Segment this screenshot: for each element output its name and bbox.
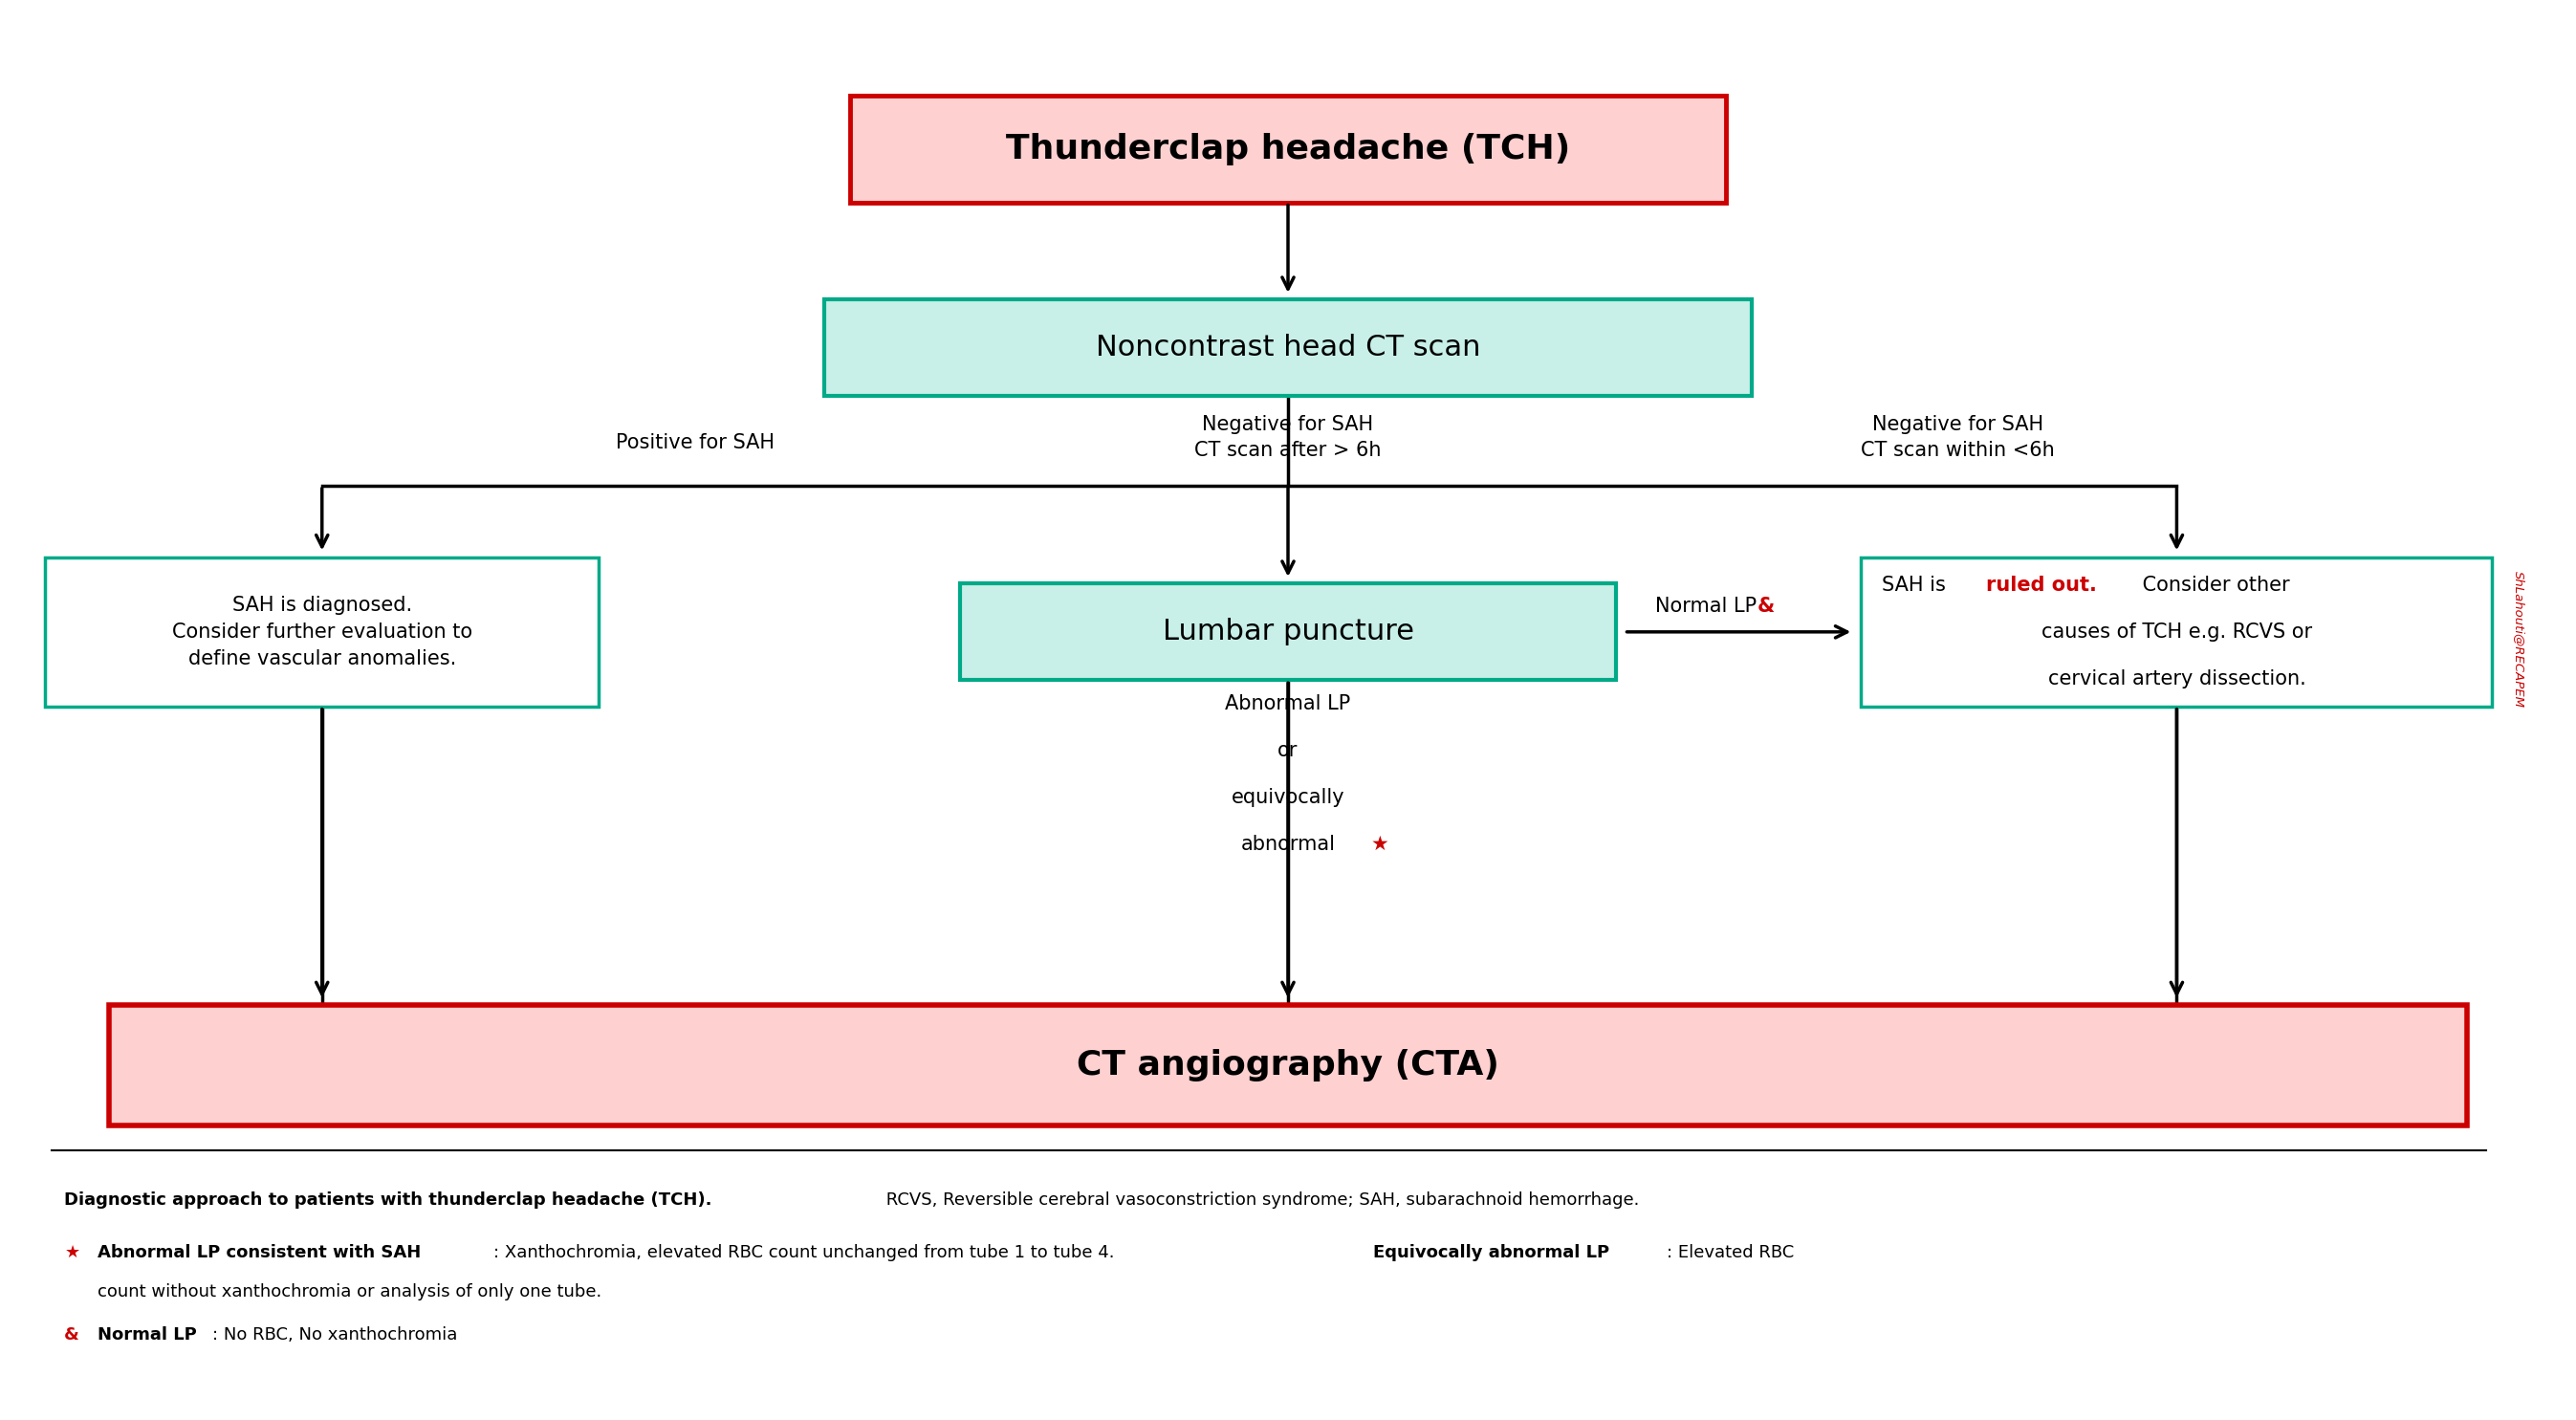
Text: &: &	[64, 1326, 80, 1343]
Text: ★: ★	[64, 1244, 80, 1261]
Text: Abnormal LP: Abnormal LP	[1226, 694, 1350, 713]
FancyBboxPatch shape	[850, 95, 1726, 202]
Text: SAH is diagnosed.
Consider further evaluation to
define vascular anomalies.: SAH is diagnosed. Consider further evalu…	[173, 595, 471, 669]
Text: Equivocally abnormal LP: Equivocally abnormal LP	[1373, 1244, 1610, 1261]
FancyBboxPatch shape	[958, 584, 1618, 680]
Text: equivocally: equivocally	[1231, 788, 1345, 807]
Text: &: &	[1757, 596, 1775, 616]
FancyBboxPatch shape	[108, 1005, 2468, 1125]
Text: cervical artery dissection.: cervical artery dissection.	[2048, 669, 2306, 689]
Text: Negative for SAH
CT scan after > 6h: Negative for SAH CT scan after > 6h	[1195, 415, 1381, 460]
Text: Consider other: Consider other	[2136, 575, 2290, 595]
FancyBboxPatch shape	[1860, 557, 2491, 706]
Text: Noncontrast head CT scan: Noncontrast head CT scan	[1095, 334, 1481, 362]
Text: RCVS, Reversible cerebral vasoconstriction syndrome; SAH, subarachnoid hemorrhag: RCVS, Reversible cerebral vasoconstricti…	[881, 1191, 1638, 1208]
FancyBboxPatch shape	[824, 300, 1752, 396]
FancyBboxPatch shape	[46, 557, 598, 706]
Text: or: or	[1278, 741, 1298, 760]
Text: SAH is: SAH is	[1880, 575, 1953, 595]
Text: Abnormal LP consistent with SAH: Abnormal LP consistent with SAH	[98, 1244, 422, 1261]
Text: Negative for SAH
CT scan within <6h: Negative for SAH CT scan within <6h	[1860, 415, 2056, 460]
Text: Lumbar puncture: Lumbar puncture	[1162, 618, 1414, 646]
Text: ★: ★	[1370, 835, 1388, 853]
Text: causes of TCH e.g. RCVS or: causes of TCH e.g. RCVS or	[2040, 622, 2313, 642]
Text: ruled out.: ruled out.	[1986, 575, 2097, 595]
Text: CT angiography (CTA): CT angiography (CTA)	[1077, 1049, 1499, 1081]
Text: ShLahouti@RECAPEM: ShLahouti@RECAPEM	[2514, 571, 2524, 707]
Text: Normal LP: Normal LP	[98, 1326, 198, 1343]
Text: Thunderclap headache (TCH): Thunderclap headache (TCH)	[1005, 133, 1571, 165]
Text: abnormal: abnormal	[1242, 835, 1334, 853]
Text: Normal LP: Normal LP	[1656, 596, 1757, 616]
Text: : Xanthochromia, elevated RBC count unchanged from tube 1 to tube 4.: : Xanthochromia, elevated RBC count unch…	[492, 1244, 1121, 1261]
Text: Positive for SAH: Positive for SAH	[616, 433, 775, 453]
Text: : No RBC, No xanthochromia: : No RBC, No xanthochromia	[214, 1326, 459, 1343]
Text: Diagnostic approach to patients with thunderclap headache (TCH).: Diagnostic approach to patients with thu…	[64, 1191, 711, 1208]
Text: : Elevated RBC: : Elevated RBC	[1667, 1244, 1793, 1261]
Text: count without xanthochromia or analysis of only one tube.: count without xanthochromia or analysis …	[98, 1284, 603, 1301]
